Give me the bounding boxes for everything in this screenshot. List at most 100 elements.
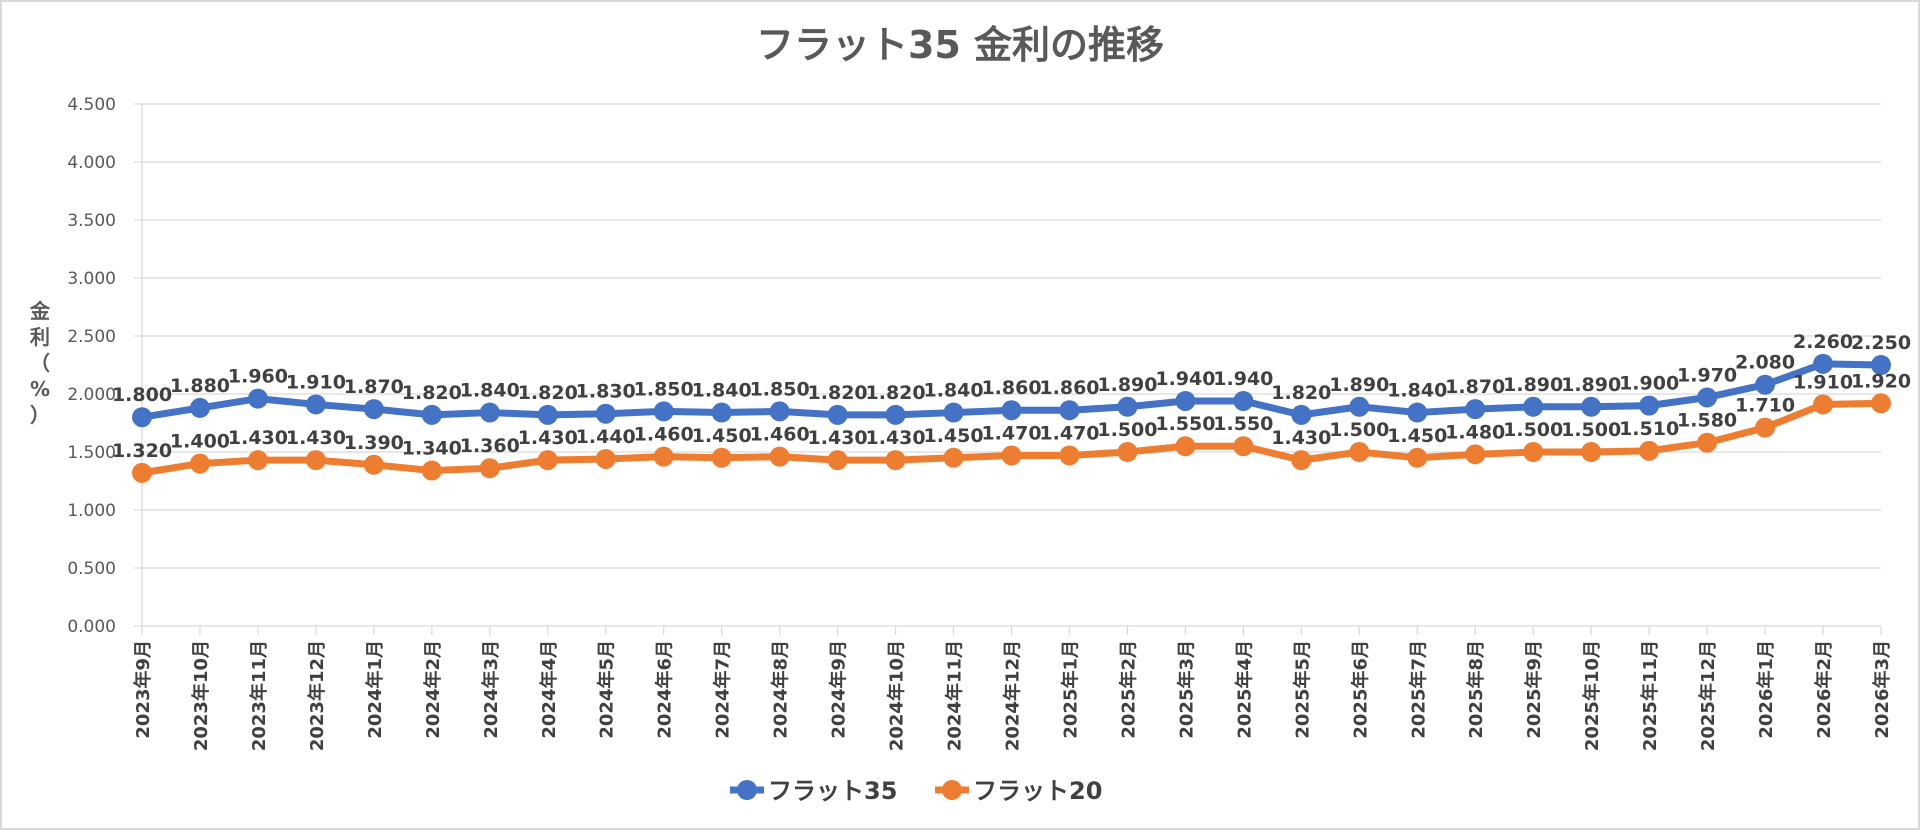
data-point xyxy=(363,454,384,475)
data-label: 1.470 xyxy=(981,422,1041,444)
data-label: 1.430 xyxy=(286,427,346,449)
data-point xyxy=(711,447,732,468)
data-point xyxy=(1407,447,1428,468)
data-point xyxy=(595,403,616,424)
data-point xyxy=(1175,436,1196,457)
data-label: 1.840 xyxy=(1387,380,1447,402)
y-axis-title: 金利（%） xyxy=(29,299,51,427)
x-tick-label: 2024年1月 xyxy=(364,640,386,739)
data-point xyxy=(1059,400,1080,421)
y-tick-label: 2.000 xyxy=(67,385,116,405)
x-tick-label: 2024年10月 xyxy=(886,640,908,751)
data-label: 1.820 xyxy=(402,382,462,404)
data-label: 1.710 xyxy=(1735,395,1795,417)
y-tick-labels: 0.000 0.500 1.000 1.500 2.000 2.500 3.000 3.500… xyxy=(67,95,116,637)
x-tick-label: 2025年11月 xyxy=(1639,640,1661,751)
data-label: 1.450 xyxy=(923,425,983,447)
data-point xyxy=(479,402,500,423)
data-label: 1.510 xyxy=(1619,418,1679,440)
legend-label: フラット35 xyxy=(768,777,897,805)
x-tick-label: 2025年8月 xyxy=(1465,640,1487,739)
data-point xyxy=(1755,417,1776,438)
data-label: 1.820 xyxy=(518,382,578,404)
data-label: 1.840 xyxy=(923,380,983,402)
y-tick-label: 0.000 xyxy=(67,617,116,637)
series-2: 1.3201.4001.4301.4301.3901.3401.3601.430… xyxy=(112,370,1911,483)
data-label: 1.890 xyxy=(1503,374,1563,396)
series: 1.8001.8801.9601.9101.8701.8201.8401.820… xyxy=(112,331,1911,483)
data-label: 1.850 xyxy=(634,378,694,400)
data-point xyxy=(537,404,558,425)
x-tick-label: 2025年4月 xyxy=(1233,640,1255,739)
data-point xyxy=(1639,395,1660,416)
data-label: 1.400 xyxy=(170,431,230,453)
x-tick-label: 2025年2月 xyxy=(1117,640,1139,739)
y-tick-label: 0.500 xyxy=(67,559,116,579)
x-tick-label: 2025年9月 xyxy=(1523,640,1545,739)
x-tick-label: 2024年7月 xyxy=(712,640,734,739)
data-label: 1.880 xyxy=(170,375,230,397)
legend-label: フラット20 xyxy=(973,777,1102,805)
x-tick-labels: 2023年9月 2023年10月 2023年11月 2023年12月 2024年1月 20… xyxy=(132,640,1893,751)
x-tick-label: 2024年2月 xyxy=(422,640,444,739)
data-point xyxy=(421,404,442,425)
data-label: 1.890 xyxy=(1561,374,1621,396)
y-tick-label: 3.500 xyxy=(67,211,116,231)
data-point xyxy=(1407,402,1428,423)
data-label: 1.430 xyxy=(518,427,578,449)
x-tick-label: 2026年3月 xyxy=(1871,640,1893,739)
data-point xyxy=(189,397,210,418)
data-point xyxy=(1639,440,1660,461)
y-tick-label: 4.500 xyxy=(67,95,116,115)
x-tick-label: 2024年11月 xyxy=(944,640,966,751)
data-label: 1.460 xyxy=(750,424,810,446)
data-label: 1.800 xyxy=(112,384,172,406)
data-point xyxy=(1871,355,1891,375)
x-tick-label: 2025年12月 xyxy=(1697,640,1719,751)
data-label: 1.920 xyxy=(1851,370,1911,392)
data-label: 1.940 xyxy=(1213,368,1273,390)
data-label: 1.820 xyxy=(866,382,926,404)
y-tick-label: 1.500 xyxy=(67,443,116,463)
data-label: 1.450 xyxy=(1387,425,1447,447)
data-point xyxy=(537,450,558,471)
y-tick-label: 3.000 xyxy=(67,269,116,289)
data-label: 2.080 xyxy=(1735,352,1795,374)
x-tick-label: 2025年7月 xyxy=(1407,640,1429,739)
y-tick-label: 2.500 xyxy=(67,327,116,347)
legend: フラット35 フラット20 xyxy=(730,777,1102,805)
data-label: 2.250 xyxy=(1851,332,1911,354)
legend-swatch-marker xyxy=(942,780,962,800)
data-label: 1.500 xyxy=(1503,419,1563,441)
data-label: 1.340 xyxy=(402,438,462,460)
data-point xyxy=(1697,387,1718,408)
data-point xyxy=(1233,436,1254,457)
data-label: 1.360 xyxy=(460,435,520,457)
y-tick-label: 1.000 xyxy=(67,501,116,521)
data-point xyxy=(363,399,384,420)
data-point xyxy=(1291,404,1312,425)
x-tick-label: 2024年12月 xyxy=(1002,640,1024,751)
data-point xyxy=(1001,400,1022,421)
data-point xyxy=(711,402,732,423)
data-label: 1.480 xyxy=(1445,421,1505,443)
data-label: 2.260 xyxy=(1793,331,1853,353)
data-label: 1.550 xyxy=(1155,413,1215,435)
y-tick-label: 4.000 xyxy=(67,153,116,173)
data-label: 1.390 xyxy=(344,432,404,454)
data-label: 1.500 xyxy=(1097,419,1157,441)
x-tick-label: 2024年6月 xyxy=(654,640,676,739)
data-point xyxy=(595,448,616,469)
data-point xyxy=(421,460,442,481)
y-axis-label: 金利（%） xyxy=(29,299,51,427)
data-point xyxy=(1465,399,1486,420)
series-1: 1.8001.8801.9601.9101.8701.8201.8401.820… xyxy=(112,331,1911,428)
data-label: 1.320 xyxy=(112,440,172,462)
x-tick-label: 2023年10月 xyxy=(190,640,212,751)
data-point xyxy=(1523,396,1544,417)
data-point xyxy=(1117,442,1138,462)
data-label: 1.430 xyxy=(866,427,926,449)
data-label: 1.870 xyxy=(1445,376,1505,398)
gridlines xyxy=(134,103,1882,635)
data-label: 1.830 xyxy=(576,381,636,403)
